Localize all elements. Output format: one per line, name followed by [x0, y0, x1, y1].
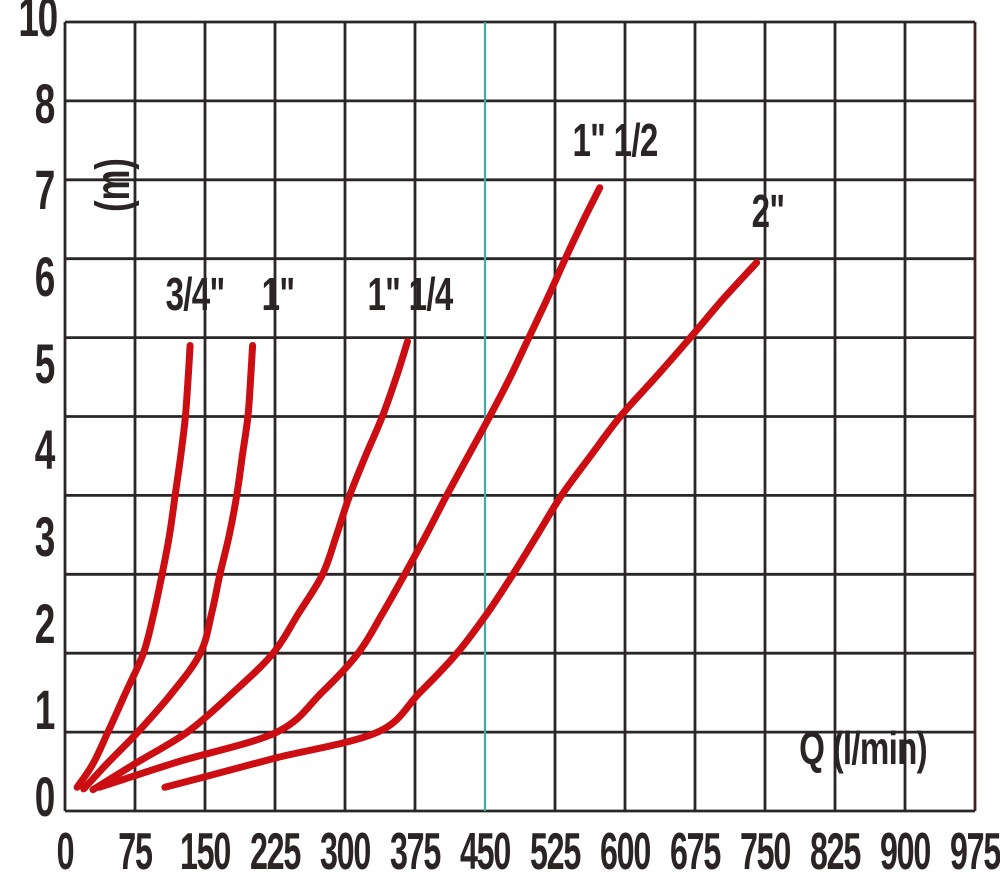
curve-2in: [161, 259, 761, 791]
curve-1in-1-4: [89, 338, 411, 794]
curve-1in-1-2: [96, 184, 604, 791]
curve-3-4in: [73, 342, 194, 791]
curve-1in: [80, 342, 257, 793]
